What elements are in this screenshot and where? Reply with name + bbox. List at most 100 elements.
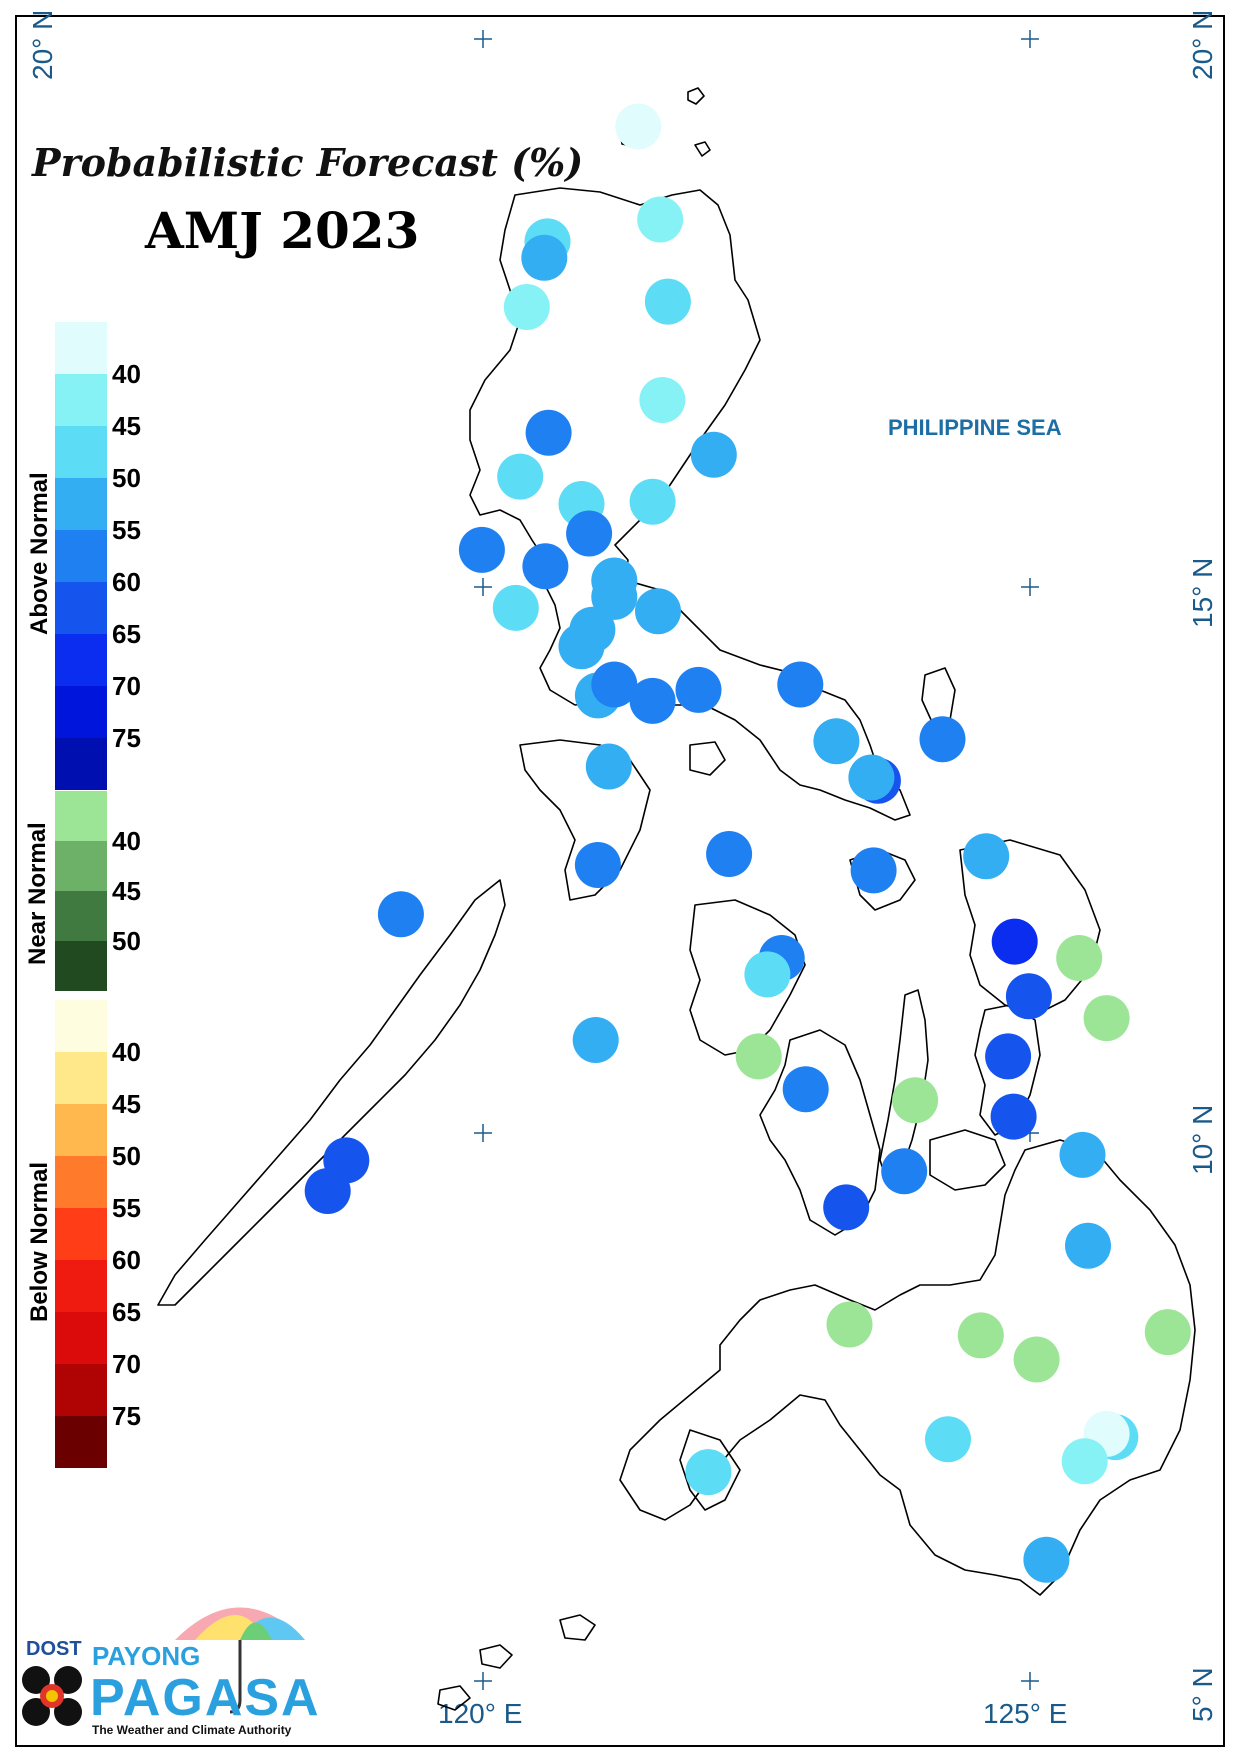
station-marker: [1061, 1438, 1108, 1485]
station-marker: [848, 754, 895, 801]
station-marker: [572, 1017, 619, 1063]
legend-swatch-above: [55, 738, 107, 790]
station-marker: [1144, 1309, 1191, 1356]
lon-label-120: 120° E: [438, 1698, 522, 1729]
legend-tick-below: 60: [112, 1245, 141, 1275]
sea-label: PHILIPPINE SEA: [888, 415, 1062, 440]
station-markers: [304, 103, 1191, 1583]
station-marker: [963, 833, 1010, 880]
station-marker: [813, 718, 860, 765]
umbrella-icon: [175, 1607, 305, 1714]
lat-label-right-5: 5° N: [1187, 1667, 1218, 1722]
station-marker: [377, 891, 424, 938]
station-marker: [639, 377, 686, 423]
legend-below-label: Below Normal: [26, 1162, 53, 1322]
station-marker: [637, 196, 684, 243]
legend-swatch-above: [55, 634, 107, 686]
legend-swatch-below: [55, 1156, 107, 1208]
station-marker: [629, 677, 676, 724]
station-marker: [644, 278, 691, 325]
coastline-mindanao: [619, 1139, 1196, 1596]
station-marker: [892, 1077, 939, 1124]
station-marker: [566, 510, 613, 557]
legend-swatch-above: [55, 426, 107, 478]
station-marker: [1083, 995, 1130, 1042]
station-marker: [585, 743, 632, 790]
station-marker: [744, 951, 791, 998]
station-marker: [591, 573, 638, 620]
legend-swatch-above: [55, 530, 107, 582]
station-marker: [990, 1093, 1037, 1140]
graticule-cross: [1021, 30, 1039, 48]
coastline-luzon: [469, 187, 911, 821]
legend-tick-near: 45: [112, 876, 141, 906]
legend-near-label: Near Normal: [24, 822, 51, 965]
station-marker: [675, 666, 722, 713]
legend-swatch-below: [55, 1208, 107, 1260]
legend-tick-above: 75: [112, 723, 141, 753]
graticule-cross: [474, 30, 492, 48]
legend-swatch-above: [55, 478, 107, 530]
coastline-samar: [959, 839, 1101, 1016]
station-marker: [1013, 1336, 1060, 1383]
station-marker: [782, 1066, 829, 1113]
station-marker: [777, 661, 824, 708]
legend-swatch-above: [55, 582, 107, 634]
legend-swatch-below: [55, 1416, 107, 1468]
station-marker: [1023, 1536, 1070, 1583]
station-marker: [558, 623, 605, 670]
graticule-cross: [474, 1124, 492, 1142]
graticule-cross: [1021, 578, 1039, 596]
legend: 40 45 50 55 60 65 70 75 40 45 50 40 45 50 55 60 65 70 75: [55, 322, 141, 1468]
station-marker: [991, 918, 1038, 965]
legend-tick-below: 70: [112, 1349, 141, 1379]
legend-tick-above: 50: [112, 463, 141, 493]
graticule-cross: [1021, 1672, 1039, 1690]
logo-dost: DOST: [26, 1638, 82, 1660]
legend-tick-near: 40: [112, 826, 141, 856]
station-marker: [1065, 1222, 1111, 1269]
legend-tick-above: 70: [112, 671, 141, 701]
legend-swatch-below: [55, 1000, 107, 1052]
legend-swatch-below: [55, 1260, 107, 1312]
legend-tick-above: 40: [112, 359, 141, 389]
coastline-palawan: [157, 879, 506, 1306]
map-period: AMJ 2023: [144, 201, 419, 260]
logo-pagasa: PAGASA: [90, 1669, 321, 1727]
station-marker: [881, 1148, 928, 1195]
legend-tick-below: 75: [112, 1401, 141, 1431]
graticule-cross: [474, 1672, 492, 1690]
station-marker: [525, 409, 572, 456]
dost-seal-icon: [22, 1666, 82, 1726]
lat-label-right-10: 10° N: [1187, 1105, 1218, 1175]
graticule-cross: [474, 578, 492, 596]
legend-swatch-near: [55, 791, 107, 841]
station-marker: [522, 543, 569, 590]
station-marker: [574, 842, 621, 888]
legend-above-label: Above Normal: [26, 472, 53, 635]
legend-swatch-below: [55, 1364, 107, 1416]
station-marker: [925, 1416, 971, 1463]
legend-tick-below: 65: [112, 1297, 141, 1327]
station-marker: [521, 234, 568, 281]
legend-tick-below: 55: [112, 1193, 141, 1223]
station-marker: [957, 1312, 1004, 1359]
station-marker: [629, 478, 676, 525]
station-marker: [503, 284, 550, 330]
legend-swatch-below: [55, 1312, 107, 1364]
map-frame: [15, 15, 1225, 1747]
station-marker: [823, 1184, 870, 1231]
coastline-negros: [759, 1029, 881, 1236]
station-marker: [1056, 935, 1103, 981]
legend-swatch-below: [55, 1104, 107, 1156]
station-marker: [1059, 1131, 1106, 1178]
station-marker: [635, 588, 681, 635]
station-marker: [735, 1033, 782, 1080]
station-marker: [492, 584, 539, 631]
lon-label-125: 125° E: [983, 1698, 1067, 1729]
legend-tick-above: 45: [112, 411, 141, 441]
station-marker: [706, 831, 753, 877]
station-marker: [458, 526, 505, 573]
legend-tick-below: 50: [112, 1141, 141, 1171]
station-marker: [615, 103, 662, 150]
